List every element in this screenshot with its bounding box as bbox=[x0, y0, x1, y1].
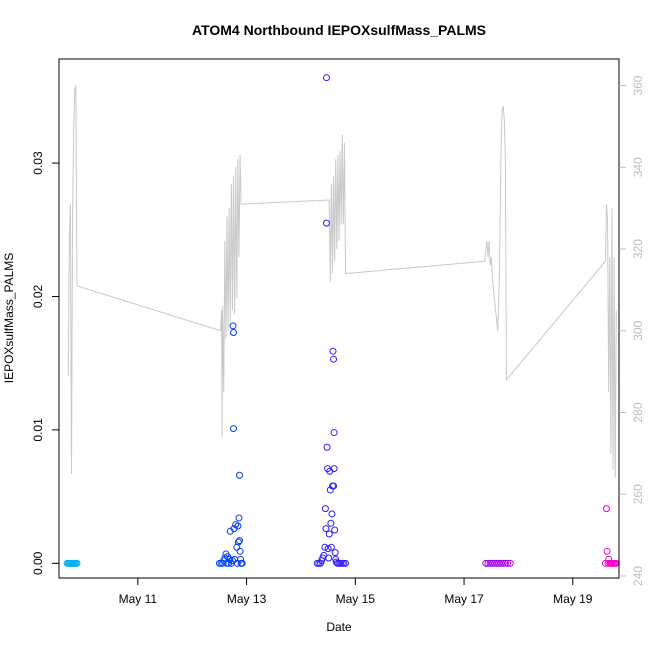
data-point bbox=[330, 465, 338, 473]
data-point bbox=[504, 559, 512, 567]
y-tick-label: 0.01 bbox=[31, 418, 45, 442]
x-axis-label: Date bbox=[326, 620, 352, 634]
data-point bbox=[325, 554, 333, 562]
data-point bbox=[330, 482, 338, 490]
x-tick-label: May 19 bbox=[553, 592, 593, 606]
data-point bbox=[331, 526, 339, 534]
data-point bbox=[325, 530, 333, 538]
data-point bbox=[321, 505, 329, 513]
data-point bbox=[235, 514, 243, 522]
data-point bbox=[73, 559, 81, 567]
y2-tick-label: 260 bbox=[631, 484, 645, 504]
data-point bbox=[484, 559, 492, 567]
secondary-line-layer bbox=[67, 85, 617, 478]
x-tick-label: May 17 bbox=[444, 592, 484, 606]
data-point bbox=[324, 545, 332, 553]
data-point bbox=[330, 429, 338, 437]
data-point bbox=[330, 355, 338, 363]
data-point bbox=[230, 425, 238, 433]
data-point bbox=[603, 547, 611, 555]
data-point bbox=[236, 471, 243, 479]
y2-tick-label: 340 bbox=[631, 157, 645, 177]
data-point bbox=[495, 559, 503, 567]
data-point bbox=[327, 519, 335, 527]
x-axis: May 11 May 13 May 15 May 17 May 19 bbox=[119, 578, 593, 606]
y-tick-label: 0.00 bbox=[31, 551, 45, 575]
data-point bbox=[323, 219, 330, 227]
data-point bbox=[491, 559, 498, 567]
y2-tick-label: 300 bbox=[631, 320, 645, 340]
data-point bbox=[234, 538, 242, 546]
y2-tick-label: 320 bbox=[631, 239, 645, 259]
data-point bbox=[322, 525, 330, 533]
y2-tick-label: 240 bbox=[631, 566, 645, 586]
y-axis: 0.00 0.01 0.02 0.03 bbox=[31, 151, 59, 575]
secondary-series-line bbox=[67, 85, 617, 478]
data-point bbox=[327, 543, 335, 551]
data-point bbox=[329, 347, 337, 355]
x-tick-label: May 13 bbox=[227, 592, 267, 606]
data-point bbox=[603, 505, 610, 513]
data-point bbox=[321, 543, 329, 551]
data-point bbox=[342, 559, 350, 567]
data-point bbox=[238, 559, 246, 567]
data-point bbox=[331, 549, 339, 557]
data-point bbox=[323, 443, 331, 451]
data-point bbox=[497, 559, 505, 567]
chart-title: ATOM4 Northbound IEPOXsulfMass_PALMS bbox=[192, 22, 486, 38]
data-point bbox=[234, 522, 242, 530]
y-tick-label: 0.03 bbox=[31, 151, 45, 175]
y2-tick-label: 360 bbox=[631, 75, 645, 95]
data-point bbox=[230, 329, 238, 337]
y-axis-label: IEPOXsulfMass_PALMS bbox=[2, 253, 16, 384]
y2-tick-label: 280 bbox=[631, 402, 645, 422]
data-point bbox=[323, 74, 330, 82]
data-point bbox=[506, 559, 514, 567]
data-point bbox=[237, 555, 245, 563]
data-point bbox=[328, 510, 336, 518]
data-point bbox=[493, 559, 501, 567]
y-tick-label: 0.02 bbox=[31, 284, 45, 308]
x-tick-label: May 11 bbox=[119, 592, 158, 606]
data-point bbox=[236, 537, 243, 545]
data-point bbox=[499, 559, 507, 567]
data-point bbox=[482, 559, 490, 567]
data-point bbox=[229, 322, 237, 330]
data-point bbox=[486, 559, 494, 567]
data-point bbox=[501, 559, 509, 567]
x-tick-label: May 15 bbox=[336, 592, 376, 606]
y2-axis: 240 260 280 300 320 340 360 bbox=[619, 75, 645, 586]
data-point bbox=[488, 559, 496, 567]
data-point bbox=[236, 547, 244, 555]
plot-frame bbox=[58, 58, 620, 579]
